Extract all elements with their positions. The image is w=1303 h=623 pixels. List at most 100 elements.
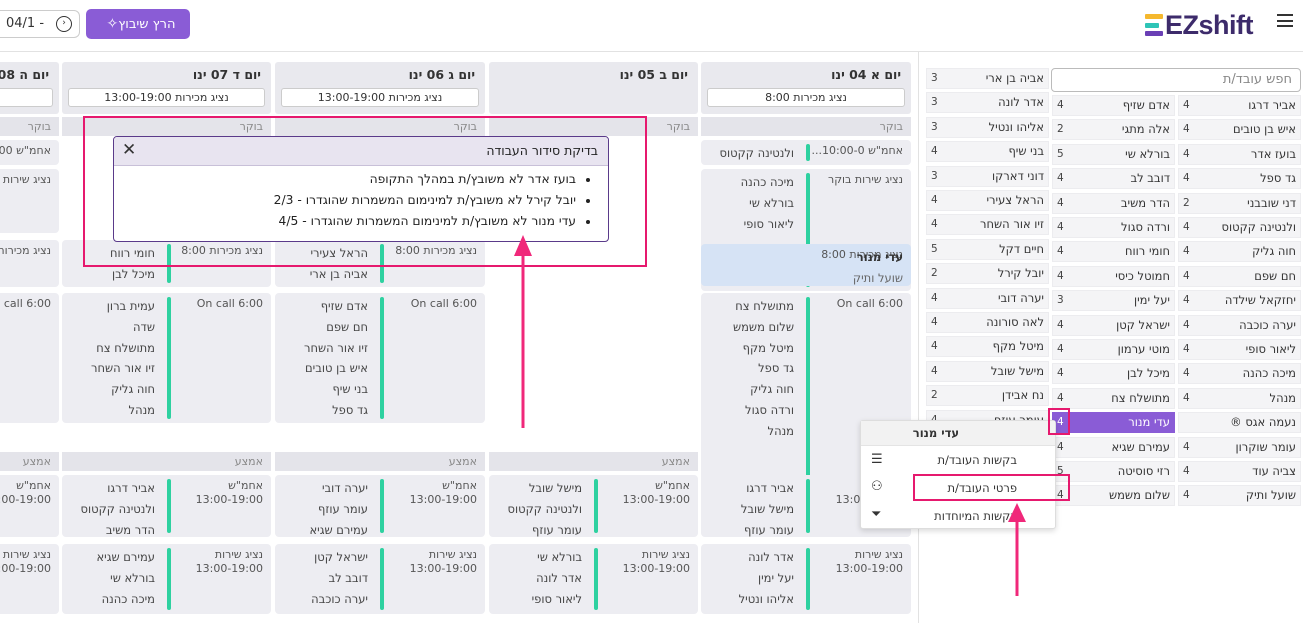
employee-chip[interactable]: מיטל מקף 4 bbox=[926, 336, 1049, 358]
employee-chip[interactable]: צביה עוד 4 bbox=[1178, 461, 1301, 482]
assigned-employee[interactable]: מיכל לבן bbox=[112, 266, 155, 281]
employee-chip[interactable]: אליהו ונטיל 3 bbox=[926, 116, 1049, 138]
employee-chip[interactable]: בני שיף 4 bbox=[926, 141, 1049, 163]
assigned-employee[interactable]: זיו אור השחר bbox=[304, 340, 368, 355]
employee-chip[interactable]: יעל ימין 3 bbox=[1052, 290, 1175, 312]
employee-chip[interactable]: אלה מתגי 2 bbox=[1052, 119, 1175, 141]
chevron-right-icon[interactable]: › bbox=[56, 16, 72, 32]
assigned-employee[interactable]: אדר לונה bbox=[536, 570, 582, 585]
employee-chip[interactable]: איש בן טובים 4 bbox=[1178, 119, 1301, 141]
assigned-employee[interactable]: ליאור סופי bbox=[743, 216, 794, 231]
assigned-employee[interactable]: אביר דרגו bbox=[107, 481, 155, 495]
employee-chip[interactable]: נח אבידן 2 bbox=[926, 385, 1049, 407]
assigned-employee[interactable]: מתושלח צח bbox=[735, 299, 794, 313]
assigned-employee[interactable]: ולנטינה קקטוס bbox=[719, 146, 794, 160]
search-input[interactable]: חפש עובד/ת bbox=[1051, 68, 1301, 92]
assigned-employee[interactable]: שלום משמש bbox=[732, 319, 794, 334]
employee-chip[interactable]: בורלא שי 5 bbox=[1052, 143, 1175, 165]
employee-chip[interactable]: דובב לב 4 bbox=[1052, 168, 1175, 190]
assigned-employee[interactable]: מיכה כהנה bbox=[740, 175, 794, 189]
assigned-employee[interactable]: חוה גליק bbox=[750, 382, 794, 397]
assigned-employee[interactable]: גד ספל bbox=[332, 402, 368, 417]
menu-item-employee-details[interactable]: פרטי העובד/ת bbox=[947, 481, 1017, 495]
employee-chip[interactable]: חמוטל כיסי 4 bbox=[1052, 265, 1175, 287]
assigned-employee[interactable]: שועל ותיק bbox=[852, 270, 903, 285]
shift-card[interactable]: On call 6:00 אדם שזיף חם שפם זיו אור השחר אי… bbox=[275, 293, 485, 423]
assigned-employee[interactable]: איש בן טובים bbox=[305, 361, 368, 376]
shift-card[interactable]: נציג שירות 13:00-19:00 בורלא שי אדר לונה ליא… bbox=[489, 544, 698, 614]
shift-card[interactable]: On call 6:00 עמית ברון שדה מתושלח צח זיו אור… bbox=[62, 293, 271, 423]
employee-chip[interactable]: יובל קירל 2 bbox=[926, 263, 1049, 285]
assigned-employee[interactable]: ולנטינה קקטוס bbox=[80, 501, 155, 516]
shift-card[interactable]: נציג שירות 13:00-19:00 עמירם שגיא בורלא שי מ… bbox=[62, 544, 271, 614]
run-schedule-button[interactable]: ✧הרץ שיבוץ bbox=[86, 9, 190, 39]
assigned-employee[interactable]: מיטל מקף bbox=[742, 340, 794, 355]
assigned-employee[interactable]: חוה גליק bbox=[111, 382, 155, 397]
employee-chip[interactable]: עדי מנור 4 bbox=[1052, 412, 1175, 434]
shift-card[interactable]: נציג מכירות 8:00 הראל צעירי אביה בן ארי bbox=[275, 240, 485, 287]
assigned-employee[interactable]: אביה בן ארי bbox=[309, 266, 368, 281]
employee-chip[interactable]: חוה גליק 4 bbox=[1178, 241, 1301, 263]
day-pill[interactable]: נציג מכירות bbox=[0, 88, 53, 107]
assigned-employee[interactable]: מנהל bbox=[128, 402, 155, 417]
assigned-employee[interactable]: ליאור סופי bbox=[531, 591, 582, 606]
shift-card[interactable]: נציג מכירות 8:00 עדי מנור שועל ותיק bbox=[701, 244, 911, 286]
employee-chip[interactable]: שועל ותיק 4 bbox=[1178, 485, 1301, 507]
shift-card[interactable]: אחמ"ש13:00-19:00 bbox=[0, 475, 59, 537]
employee-chip[interactable]: ישראל קטן 4 bbox=[1052, 314, 1175, 336]
assigned-employee[interactable]: מיכה כהנה bbox=[101, 591, 155, 606]
assigned-employee[interactable]: אביר דרגו bbox=[746, 481, 794, 495]
close-icon[interactable]: ✕ bbox=[122, 140, 137, 160]
shift-card[interactable]: נציג שירות 13:00-19:00 אדר לונה יעל ימין אלי… bbox=[701, 544, 911, 614]
shift-card[interactable]: נציג שירות bbox=[0, 169, 59, 233]
day-pill[interactable]: נציג מכירות 13:00-19:00 bbox=[68, 88, 265, 107]
assigned-employee[interactable]: הדר משיב bbox=[105, 522, 155, 537]
employee-chip[interactable]: ליאור סופי 4 bbox=[1178, 339, 1301, 360]
assigned-employee[interactable]: עומר עוזף bbox=[318, 501, 368, 516]
employee-chip[interactable]: מיכל לבן 4 bbox=[1052, 363, 1175, 385]
employee-chip[interactable]: ורדה סגול 4 bbox=[1052, 217, 1175, 238]
assigned-employee[interactable]: מנהל bbox=[767, 423, 794, 438]
assigned-employee[interactable]: מישל שובל bbox=[740, 501, 794, 516]
assigned-employee[interactable]: בורלא שי bbox=[110, 570, 155, 585]
employee-chip[interactable]: עמירם שגיא 4 bbox=[1052, 436, 1175, 458]
shift-card[interactable]: אחמ"ש 10:00 bbox=[0, 140, 59, 165]
assigned-employee[interactable]: גד ספל bbox=[758, 361, 794, 376]
employee-chip[interactable]: יחזקאל שילדה 4 bbox=[1178, 290, 1301, 312]
employee-chip[interactable]: אביה בן ארי 3 bbox=[926, 68, 1049, 89]
shift-card[interactable]: אחמ"ש 13:00-19:00 אביר דרגו ולנטינה קקטוס הד… bbox=[62, 475, 271, 537]
assigned-employee[interactable]: עמירם שגיא bbox=[309, 522, 368, 537]
shift-card[interactable]: נציג מכירות bbox=[0, 240, 59, 287]
assigned-employee[interactable]: עדי מנור bbox=[856, 250, 903, 264]
employee-chip[interactable]: אדם שזיף 4 bbox=[1052, 95, 1175, 116]
assigned-employee[interactable]: אדר לונה bbox=[748, 550, 794, 564]
employee-chip[interactable]: הדר משיב 4 bbox=[1052, 192, 1175, 214]
assigned-employee[interactable]: יערה דובי bbox=[321, 481, 368, 495]
assigned-employee[interactable]: יערה כוכבה bbox=[311, 591, 368, 606]
shift-card[interactable]: אחמ"ש 13:00-19:00 מישל שובל ולנטינה קקטוס עו… bbox=[489, 475, 698, 537]
employee-chip[interactable]: גד ספל 4 bbox=[1178, 168, 1301, 190]
date-range[interactable]: 04/1 - › bbox=[0, 10, 80, 38]
day-pill[interactable]: נציג מכירות 13:00-19:00 bbox=[281, 88, 479, 107]
employee-chip[interactable]: דני שובבני 2 bbox=[1178, 192, 1301, 214]
assigned-employee[interactable]: ולנטינה קקטוס bbox=[507, 501, 582, 516]
menu-item-employee-requests[interactable]: בקשות העובד/ת bbox=[937, 453, 1017, 467]
employee-chip[interactable]: מוטי ערמון 4 bbox=[1052, 339, 1175, 360]
employee-chip[interactable]: יערה כוכבה 4 bbox=[1178, 314, 1301, 336]
employee-chip[interactable]: הראל צעירי 4 bbox=[926, 190, 1049, 211]
employee-chip[interactable]: חומי רווח 4 bbox=[1052, 241, 1175, 263]
employee-chip[interactable]: ולנטינה קקטוס 4 bbox=[1178, 217, 1301, 238]
employee-chip[interactable]: דוני דארקו 3 bbox=[926, 165, 1049, 187]
employee-chip[interactable]: מתושלח צח 4 bbox=[1052, 387, 1175, 409]
shift-card[interactable]: אחמ"ש 10:00-0... ולנטינה קקטוס bbox=[701, 140, 911, 165]
shift-card[interactable]: on call 6:00 bbox=[0, 293, 59, 423]
employee-chip[interactable]: עומר שוקרון 4 bbox=[1178, 436, 1301, 458]
employee-chip[interactable]: מיכה כהנה 4 bbox=[1178, 363, 1301, 385]
employee-chip[interactable]: שלום משמש 4 bbox=[1052, 485, 1175, 507]
day-pill[interactable]: נציג מכירות 8:00 bbox=[707, 88, 905, 107]
employee-chip[interactable]: זיו אור השחר 4 bbox=[926, 214, 1049, 236]
assigned-employee[interactable]: אדם שזיף bbox=[320, 299, 368, 313]
assigned-employee[interactable]: חומי רווח bbox=[110, 246, 155, 260]
assigned-employee[interactable]: שדה bbox=[133, 319, 155, 334]
assigned-employee[interactable]: ישראל קטן bbox=[314, 550, 368, 564]
